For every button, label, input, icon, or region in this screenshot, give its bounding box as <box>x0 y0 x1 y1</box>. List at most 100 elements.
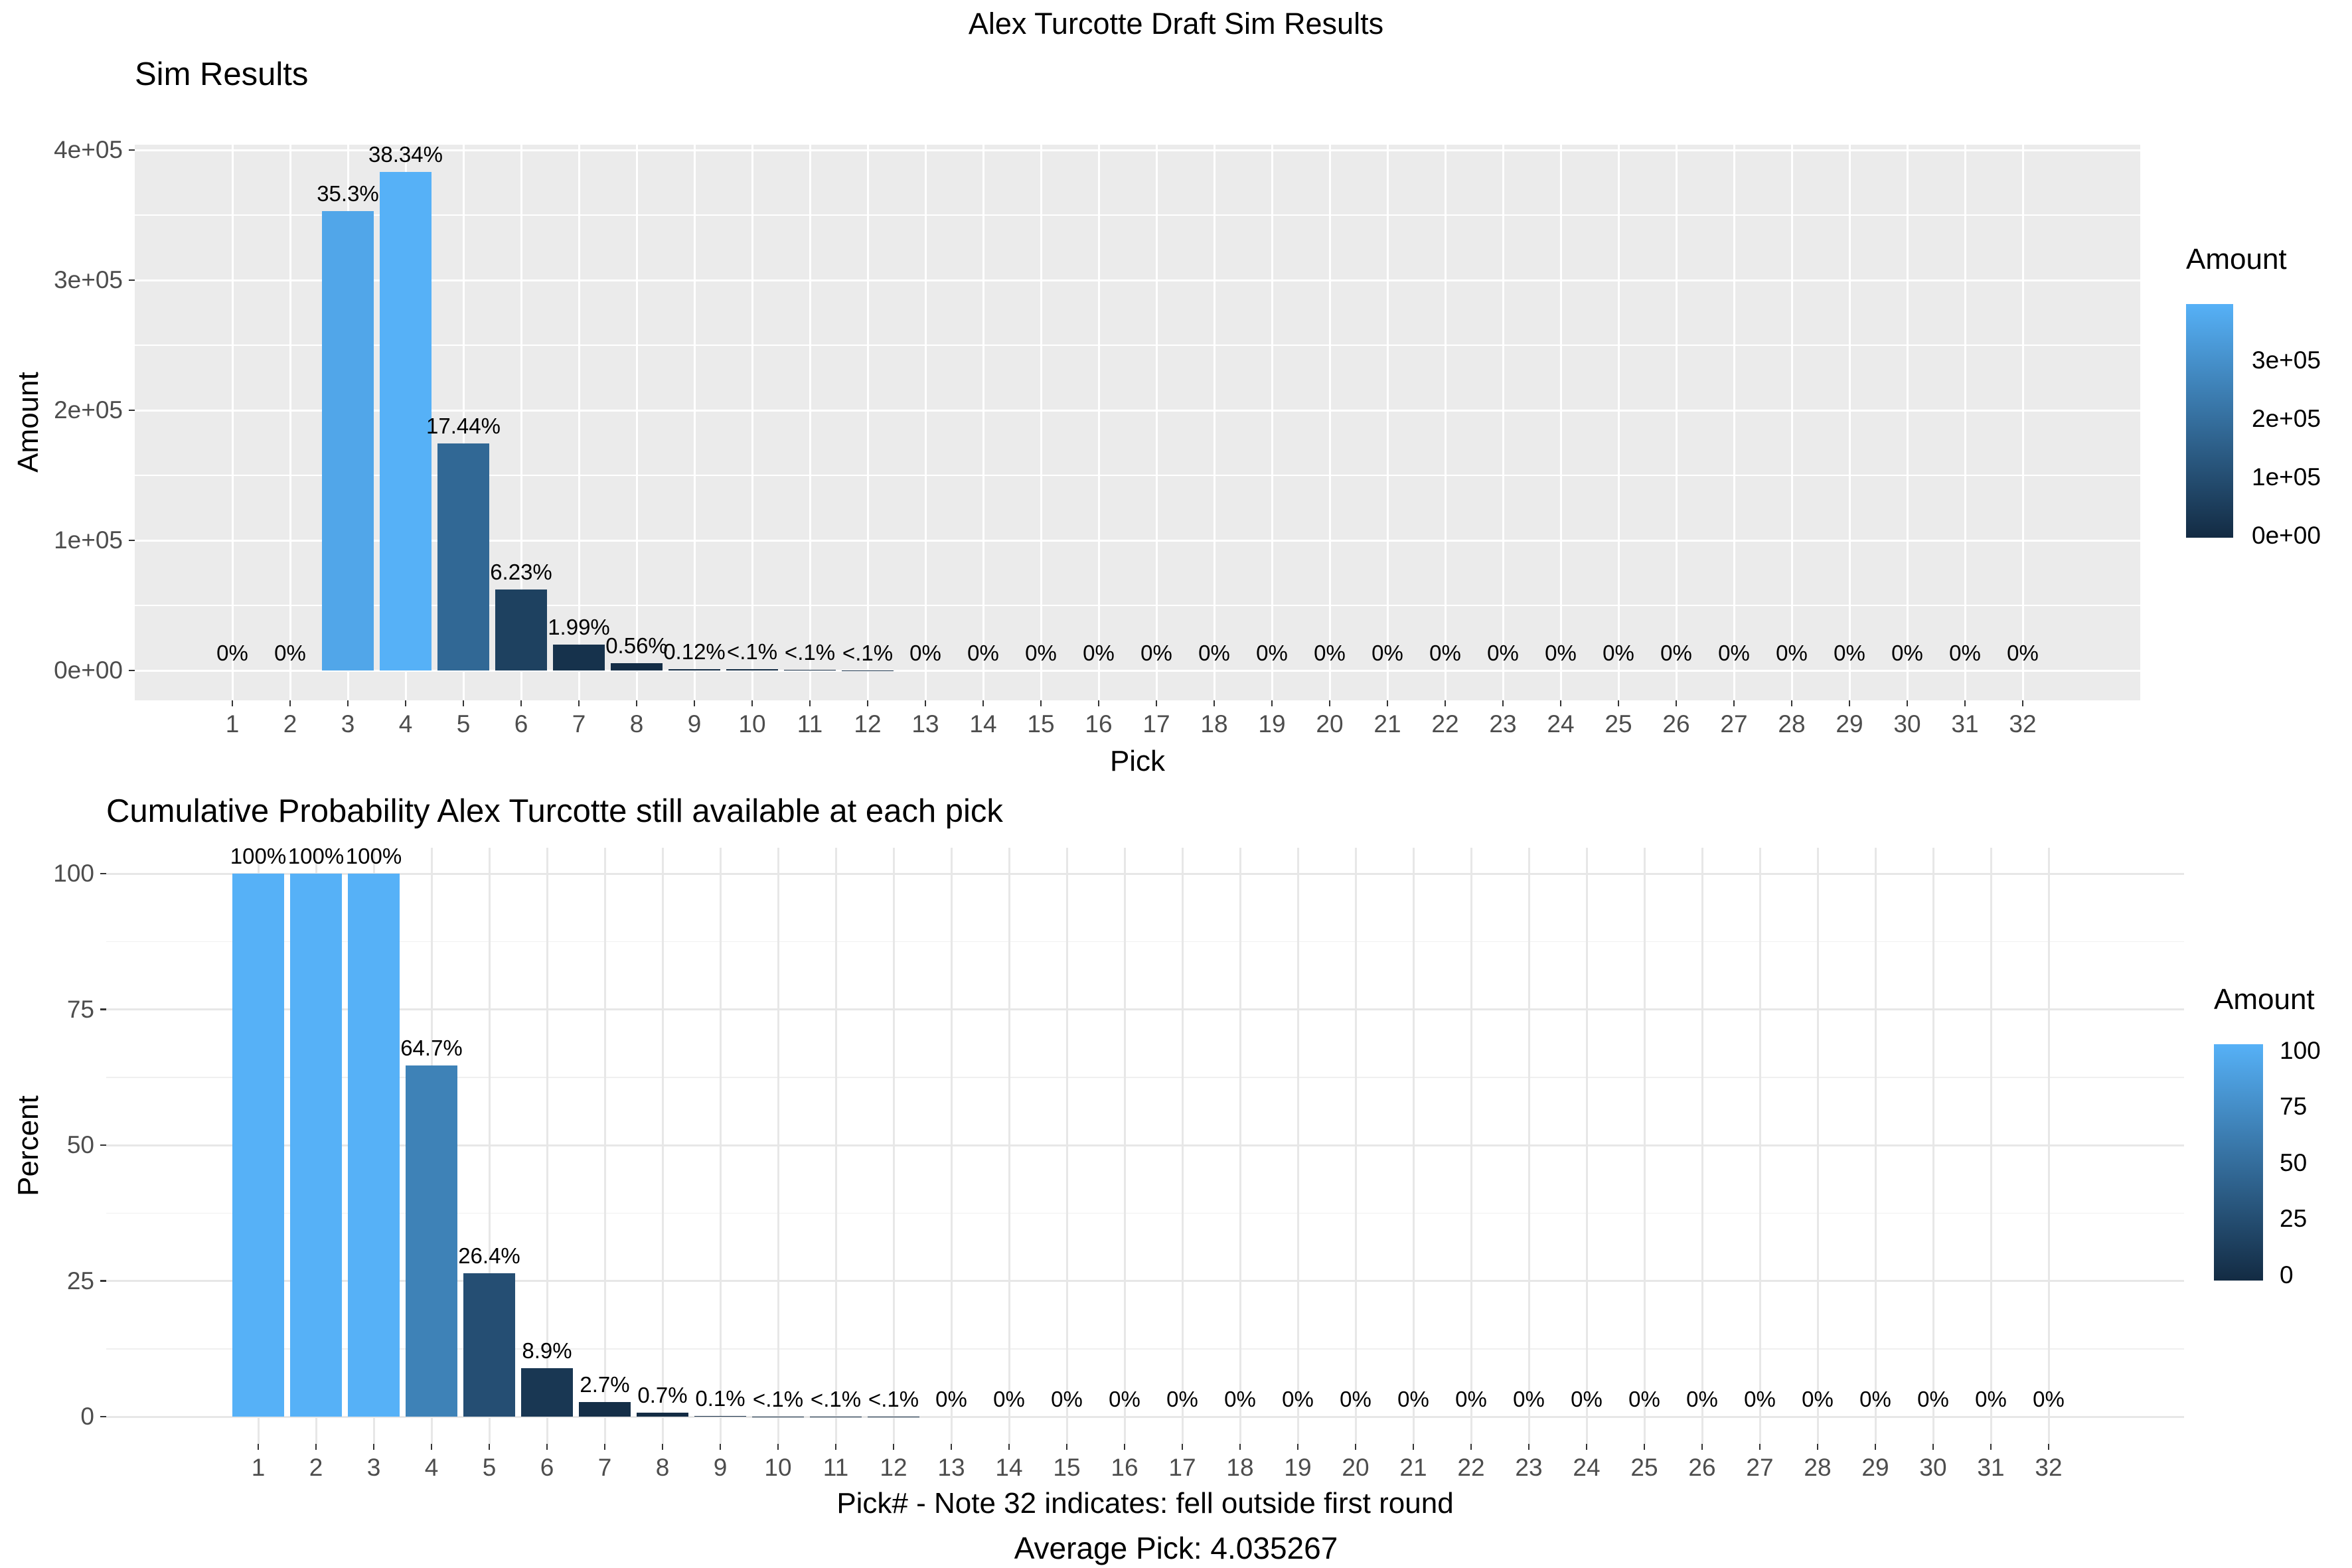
legend-gradient-bar <box>2186 304 2233 538</box>
bar <box>553 644 605 670</box>
x-tick-label: 25 <box>1605 710 1632 738</box>
x-tick-mark <box>982 700 984 706</box>
x-tick-label: 6 <box>514 710 528 738</box>
x-tick-mark <box>404 700 407 706</box>
bar <box>495 589 547 670</box>
bar-value-label: 0% <box>1660 641 1692 665</box>
bar-value-label: 0% <box>1545 641 1577 665</box>
y-tick-mark <box>100 1144 106 1146</box>
bar-value-label: 26.4% <box>458 1243 520 1269</box>
x-tick-mark <box>1559 700 1562 706</box>
bar-value-label: 0% <box>1718 641 1750 665</box>
y-tick-mark <box>129 669 135 672</box>
bar <box>611 663 663 670</box>
bar-value-label: 0% <box>216 641 248 665</box>
x-tick-mark <box>1123 1444 1126 1450</box>
x-axis-title-pick-note: Pick# - Note 32 indicates: fell outside … <box>836 1487 1454 1520</box>
x-tick-mark <box>1701 1444 1703 1450</box>
bar-value-label: 0% <box>1603 641 1634 665</box>
bar-value-label: <.1% <box>810 1386 862 1411</box>
x-tick-label: 13 <box>911 710 939 738</box>
x-tick-mark <box>1874 1444 1877 1450</box>
x-tick-label: 32 <box>2035 1454 2063 1481</box>
x-tick-label: 7 <box>597 1454 612 1481</box>
x-tick-mark <box>1008 1444 1010 1450</box>
x-tick-mark <box>1675 700 1678 706</box>
bar-value-label: 0% <box>1859 1387 1891 1411</box>
bar-value-label: 0% <box>1975 1387 2007 1411</box>
bar-value-label: 0% <box>1429 641 1461 665</box>
bar-value-label: 8.9% <box>522 1338 572 1364</box>
bar-value-label: 0% <box>1340 1387 1372 1411</box>
y-tick-label: 3e+05 <box>54 266 123 293</box>
y-tick-label: 1e+05 <box>54 526 123 554</box>
x-tick-label: 24 <box>1573 1454 1601 1481</box>
bar-value-label: 100% <box>230 844 287 868</box>
bar <box>694 1416 746 1417</box>
bar-value-label: 38.34% <box>368 141 443 167</box>
bar-value-label: 0% <box>1891 641 1923 665</box>
x-tick-label: 6 <box>540 1454 554 1481</box>
bar-value-label: 0% <box>1198 641 1230 665</box>
x-tick-label: 21 <box>1373 710 1401 738</box>
legend-tick-label: 75 <box>2280 1093 2308 1120</box>
x-tick-label: 10 <box>738 710 766 738</box>
x-tick-label: 4 <box>424 1454 439 1481</box>
y-tick-label: 0 <box>80 1403 94 1430</box>
x-tick-mark <box>1990 1444 1992 1450</box>
x-tick-mark <box>1848 700 1851 706</box>
figure-title: Alex Turcotte Draft Sim Results <box>968 7 1384 40</box>
bar-value-label: 0% <box>909 641 941 665</box>
bar-value-label: 0% <box>1834 641 1865 665</box>
x-tick-label: 27 <box>1746 1454 1774 1481</box>
x-tick-mark <box>1296 1444 1299 1450</box>
legend-title-amount: Amount <box>2186 243 2287 275</box>
x-tick-label: 12 <box>880 1454 907 1481</box>
bar-value-label: 100% <box>345 844 402 868</box>
x-tick-mark <box>289 700 291 706</box>
x-tick-label: 9 <box>687 710 702 738</box>
bar-value-label: 0.56% <box>605 633 668 659</box>
y-tick-mark <box>100 872 106 875</box>
x-tick-label: 18 <box>1226 1454 1254 1481</box>
bar <box>726 669 778 670</box>
bar-value-label: 0% <box>2033 1387 2065 1411</box>
x-tick-mark <box>1816 1444 1819 1450</box>
bar-value-label: 6.23% <box>490 559 552 584</box>
bar-value-label: 0% <box>1487 641 1519 665</box>
bar-value-label: 0% <box>1949 641 1981 665</box>
y-tick-label: 0e+00 <box>54 657 123 684</box>
x-tick-label: 31 <box>1977 1454 2005 1481</box>
y-tick-label: 75 <box>66 995 94 1023</box>
x-tick-label: 3 <box>366 1454 381 1481</box>
x-tick-label: 22 <box>1431 710 1459 738</box>
x-tick-label: 22 <box>1457 1454 1485 1481</box>
chart-title-sim-results: Sim Results <box>135 56 309 92</box>
x-tick-mark <box>347 700 349 706</box>
y-tick-mark <box>100 1008 106 1010</box>
legend-tick-label: 2e+05 <box>2252 405 2321 432</box>
bar-value-label: 35.3% <box>317 181 379 206</box>
x-tick-mark <box>1528 1444 1530 1450</box>
bar-value-label: 100% <box>287 844 345 868</box>
x-tick-mark <box>1502 700 1504 706</box>
x-tick-label: 16 <box>1085 710 1113 738</box>
x-tick-mark <box>1213 700 1215 706</box>
x-tick-label: 8 <box>629 710 644 738</box>
bar <box>348 874 400 1417</box>
bar <box>463 1273 515 1417</box>
x-tick-mark <box>693 700 696 706</box>
bar-value-label: 0% <box>1455 1387 1487 1411</box>
x-tick-mark <box>1759 1444 1761 1450</box>
bar-value-label: 0% <box>1744 1387 1776 1411</box>
x-tick-label: 24 <box>1547 710 1575 738</box>
bar-value-label: <.1% <box>784 640 836 665</box>
bar-value-label: 0% <box>2007 641 2039 665</box>
bar <box>579 1401 631 1417</box>
x-tick-label: 28 <box>1778 710 1806 738</box>
y-tick-mark <box>129 409 135 412</box>
bar <box>521 1368 573 1417</box>
x-tick-mark <box>488 1444 491 1450</box>
x-tick-label: 5 <box>482 1454 497 1481</box>
